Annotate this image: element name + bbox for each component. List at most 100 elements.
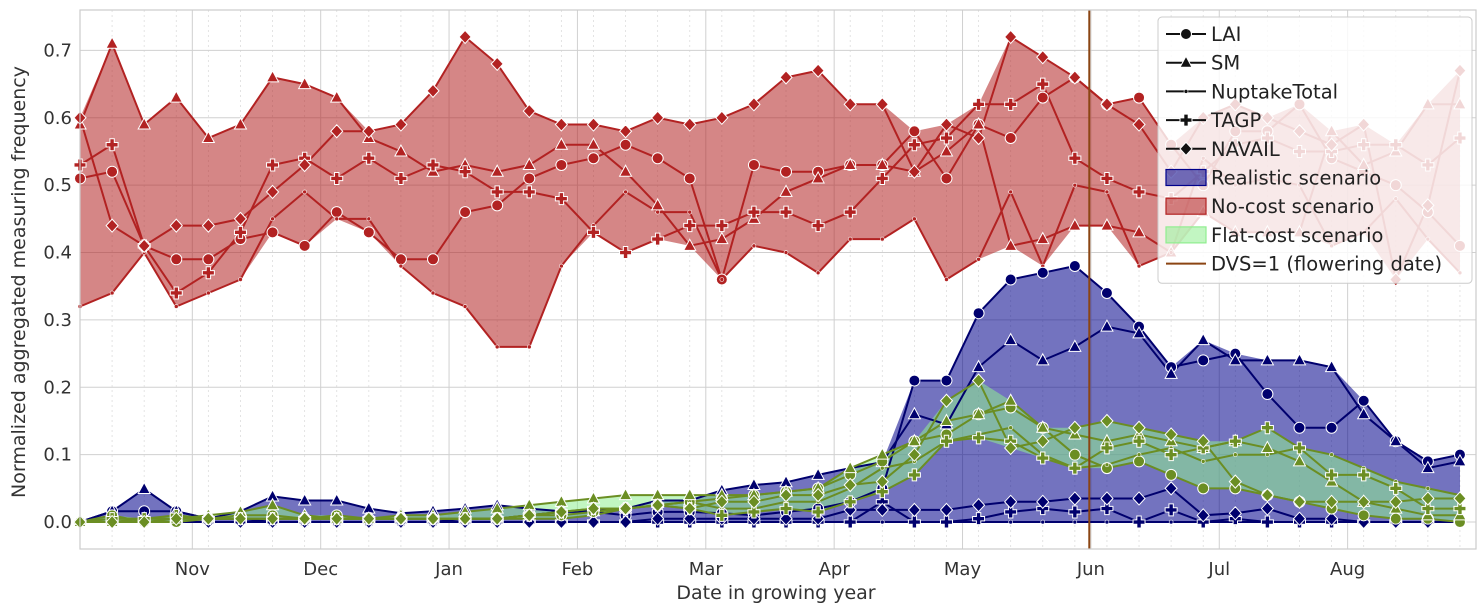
plus-marker <box>843 205 857 219</box>
diamond-marker <box>843 502 857 518</box>
x-tick-label: Feb <box>561 559 593 580</box>
y-tick-label: 0.1 <box>43 445 72 466</box>
legend: LAI SM NuptakeTotal TAGP NAVAIL Realistic sce… <box>1157 16 1473 284</box>
dot-marker <box>655 209 660 215</box>
diamond-marker <box>843 97 857 112</box>
diamond-marker <box>618 501 633 516</box>
circle-marker <box>1180 28 1192 40</box>
diamond-marker <box>618 514 633 530</box>
circle-marker <box>170 253 183 266</box>
plus-marker <box>169 286 183 300</box>
triangle-marker <box>939 143 954 157</box>
plus-marker <box>907 468 921 482</box>
diamond-marker <box>297 157 312 173</box>
triangle-marker <box>1356 406 1371 420</box>
y-axis-title: Normalized aggregated measuring frequenc… <box>8 66 30 498</box>
diamond-marker <box>554 117 569 132</box>
legend-label: NAVAIL <box>1211 138 1280 161</box>
plus-marker <box>330 171 344 185</box>
diamond-marker <box>1164 427 1178 442</box>
diamond-marker <box>875 97 889 112</box>
dot-marker <box>270 216 275 222</box>
triangle-marker <box>1003 238 1018 251</box>
plus-marker <box>907 515 921 529</box>
diamond-marker <box>265 511 280 526</box>
plus-marker <box>1179 113 1193 127</box>
diamond-marker <box>490 511 504 526</box>
diamond-marker <box>394 117 408 132</box>
circle-marker <box>298 239 311 252</box>
triangle-marker <box>779 184 793 197</box>
dot-marker <box>1104 462 1110 468</box>
circle-marker <box>651 152 664 165</box>
triangle-marker <box>1003 393 1018 406</box>
diamond-marker <box>1132 117 1146 132</box>
triangle-marker <box>1100 319 1114 332</box>
dot-marker <box>879 519 885 525</box>
triangle-marker <box>1164 366 1178 379</box>
circle-marker <box>1197 354 1210 367</box>
circle-marker <box>1004 273 1017 286</box>
dot-marker <box>1183 89 1189 94</box>
plus-marker <box>1100 441 1114 455</box>
diamond-marker <box>458 511 472 526</box>
triangle-marker <box>682 238 697 251</box>
diamond-marker <box>650 110 665 126</box>
triangle-marker <box>971 116 986 130</box>
dot-marker <box>1008 425 1013 431</box>
plus-marker <box>1132 515 1146 529</box>
dot-marker <box>238 277 243 282</box>
diamond-marker <box>522 103 536 119</box>
diamond-marker <box>875 474 889 489</box>
triangle-marker <box>586 137 601 150</box>
legend-box <box>1157 16 1473 284</box>
diamond-marker <box>907 447 922 462</box>
plus-marker <box>875 171 889 185</box>
dot-marker <box>302 189 307 195</box>
triangle-marker <box>811 467 825 480</box>
diamond-marker <box>362 124 376 139</box>
circle-marker <box>1165 468 1178 481</box>
diamond-marker <box>971 497 986 513</box>
circle-marker <box>587 152 600 165</box>
diamond-marker <box>1036 494 1050 510</box>
diamond-marker <box>1453 491 1467 506</box>
plus-marker <box>266 158 280 172</box>
dot-marker <box>815 270 821 276</box>
dot-marker <box>1104 519 1110 525</box>
diamond-marker <box>811 63 825 78</box>
dot-marker <box>1425 486 1431 491</box>
diamond-marker <box>939 393 954 409</box>
dot-marker <box>1072 182 1078 188</box>
circle-marker <box>202 253 215 266</box>
dot-marker <box>109 290 115 296</box>
triangle-marker <box>714 231 729 245</box>
plus-marker <box>972 97 986 111</box>
diamond-marker <box>843 477 857 493</box>
diamond-marker <box>586 117 601 132</box>
triangle-marker <box>971 359 986 373</box>
circle-marker <box>780 165 793 178</box>
circle-marker <box>1036 91 1049 104</box>
circle-marker <box>1357 394 1370 407</box>
diamond-marker <box>1003 494 1018 510</box>
triangle-marker <box>1196 332 1211 346</box>
diamond-marker <box>1036 433 1050 449</box>
plus-marker <box>619 246 633 260</box>
dot-marker <box>1136 452 1142 457</box>
diamond-marker <box>362 511 376 526</box>
diamond-marker <box>779 487 793 503</box>
legend-label: No-cost scenario <box>1211 195 1374 218</box>
circle-marker <box>330 206 343 219</box>
dot-marker <box>1072 519 1078 525</box>
diamond-marker <box>169 218 183 233</box>
triangle-marker <box>875 447 890 460</box>
circle-marker <box>491 199 504 212</box>
diamond-marker <box>747 494 761 510</box>
diamond-marker <box>1356 494 1371 510</box>
circle-marker <box>106 165 119 178</box>
plus-marker <box>811 505 825 519</box>
plus-marker <box>715 508 729 522</box>
circle-marker <box>619 138 632 151</box>
diamond-marker <box>1100 491 1114 506</box>
